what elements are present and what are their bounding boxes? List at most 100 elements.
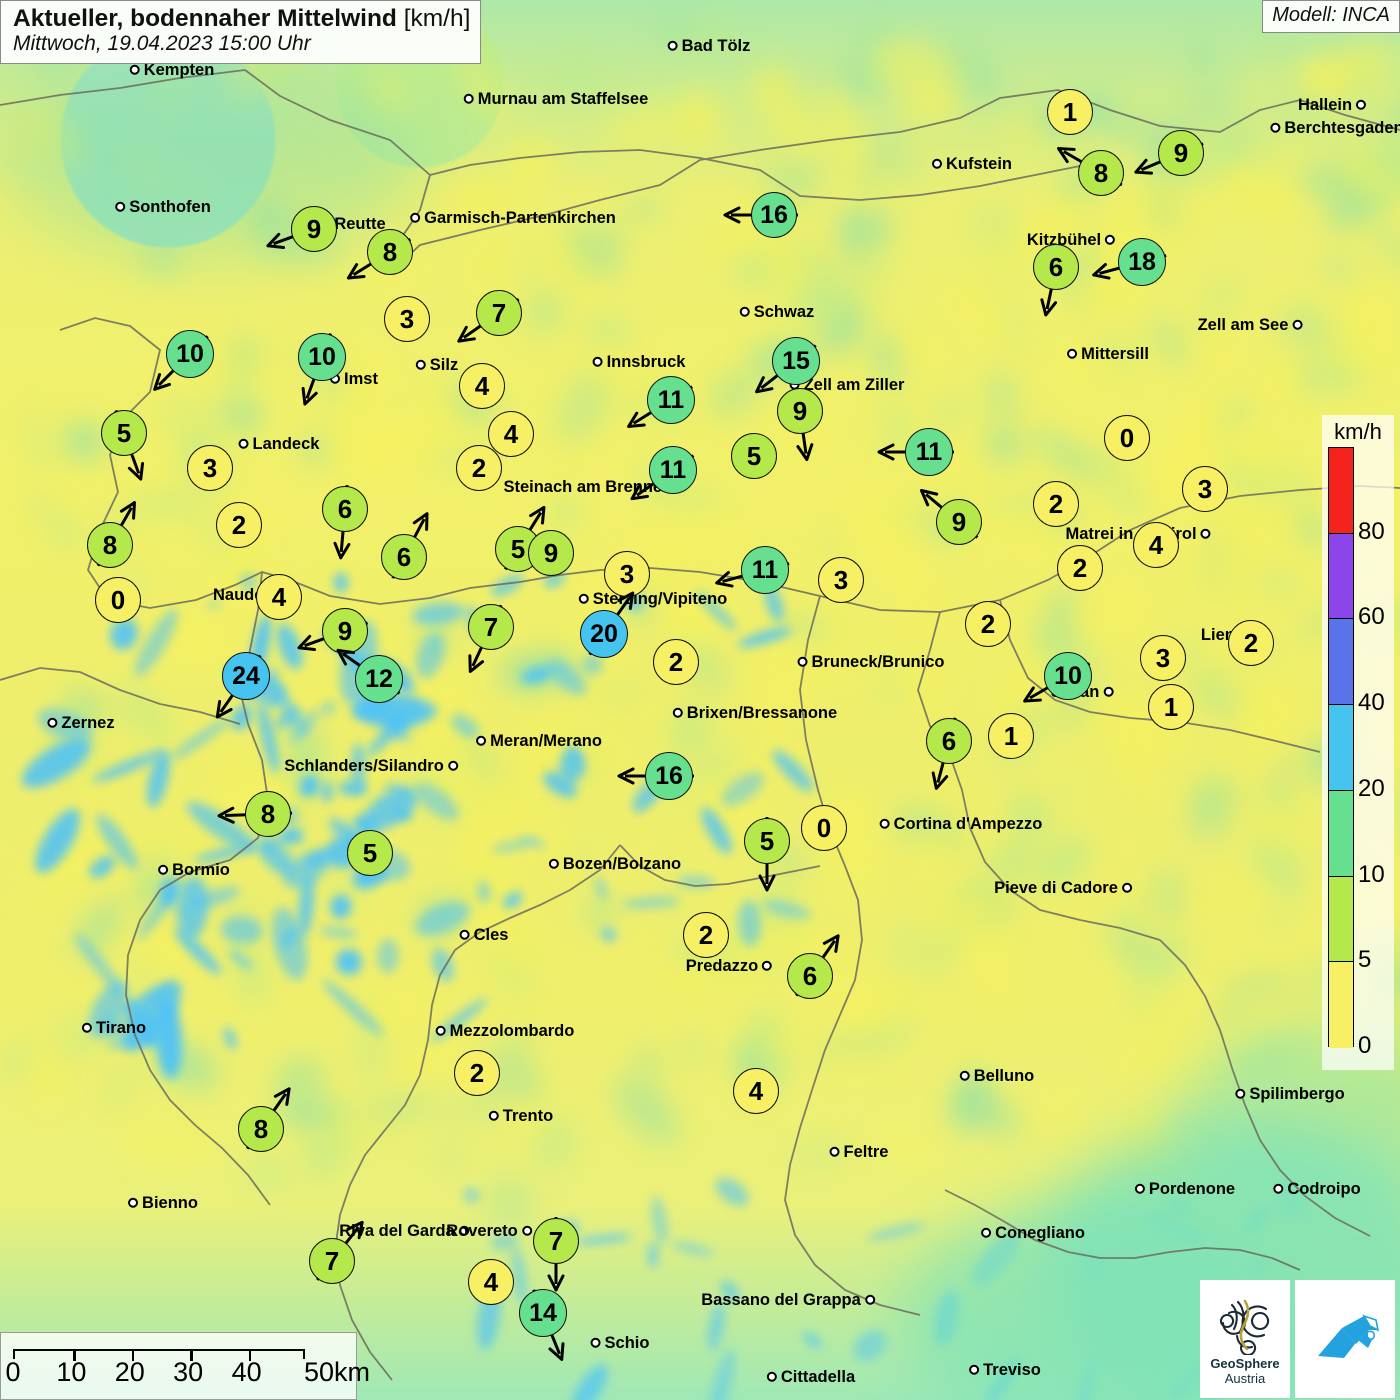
wind-station-marker[interactable]: 24: [215, 652, 270, 719]
wind-station-marker[interactable]: 14: [519, 1289, 567, 1361]
wind-station-marker[interactable]: 4: [459, 363, 505, 409]
scale-bar-line: [13, 1349, 305, 1361]
wind-speed-value: 4: [733, 1068, 779, 1114]
wind-station-marker[interactable]: 9: [777, 387, 823, 462]
wind-station-marker[interactable]: 6: [381, 512, 429, 580]
scale-tick: [73, 1351, 76, 1361]
scale-tick: [131, 1351, 135, 1361]
wind-speed-value: 3: [187, 445, 233, 491]
wind-station-marker[interactable]: 2: [216, 502, 262, 548]
wind-speed-value: 8: [245, 791, 291, 837]
wind-station-marker[interactable]: 10: [298, 332, 346, 406]
wind-station-marker[interactable]: 16: [617, 752, 694, 800]
wind-station-marker[interactable]: 1: [1047, 89, 1093, 135]
wind-station-marker[interactable]: 2: [1033, 481, 1079, 527]
wind-speed-value: 2: [965, 601, 1011, 647]
wind-station-marker[interactable]: 4: [733, 1068, 779, 1114]
page-title: Aktueller, bodennaher Mittelwind [km/h]: [13, 5, 471, 32]
wind-speed-value: 11: [905, 428, 953, 476]
title-subtitle: Mittwoch, 19.04.2023 15:00 Uhr: [13, 32, 311, 56]
wind-station-marker[interactable]: 10: [153, 330, 214, 391]
wind-station-marker[interactable]: 0: [95, 577, 141, 623]
wind-speed-value: 5: [101, 410, 147, 456]
wind-speed-value: 8: [238, 1106, 284, 1152]
wind-station-marker[interactable]: 5: [744, 817, 790, 892]
wind-station-marker[interactable]: 2: [1228, 620, 1274, 666]
colorbar-gradient: [1328, 447, 1354, 1048]
wind-station-marker[interactable]: 12: [336, 648, 403, 703]
wind-speed-value: 16: [751, 192, 797, 238]
wind-station-marker[interactable]: 8: [217, 791, 293, 837]
wind-station-marker[interactable]: 1: [1148, 684, 1194, 730]
wind-station-marker[interactable]: 3: [604, 551, 650, 597]
wind-station-marker[interactable]: 8: [1057, 147, 1124, 196]
wind-station-marker[interactable]: 9: [266, 206, 338, 252]
wind-station-marker[interactable]: 8: [87, 501, 136, 568]
wind-station-marker[interactable]: 7: [533, 1217, 579, 1292]
wind-speed-value: 9: [322, 608, 368, 654]
wind-station-marker[interactable]: 2: [683, 912, 729, 958]
colorbar-segment: [1329, 533, 1353, 620]
wind-station-marker[interactable]: 3: [818, 557, 864, 603]
wind-station-marker[interactable]: 4: [468, 1259, 514, 1305]
wind-speed-value: 0: [95, 577, 141, 623]
wind-station-marker[interactable]: 11: [627, 376, 695, 428]
wind-speed-value: 2: [1057, 545, 1103, 591]
wind-station-marker[interactable]: 8: [238, 1087, 291, 1152]
wind-station-marker[interactable]: 2: [456, 445, 502, 491]
wind-station-marker[interactable]: 10: [1023, 652, 1092, 703]
wind-station-marker[interactable]: 2: [653, 639, 699, 685]
wind-station-marker[interactable]: 7: [457, 290, 522, 343]
wind-speed-value: 6: [1033, 244, 1079, 290]
wind-station-marker[interactable]: 6: [926, 717, 972, 790]
wind-station-marker[interactable]: 3: [1140, 635, 1186, 681]
wind-station-marker[interactable]: 20: [580, 591, 635, 658]
wind-station-marker[interactable]: 9: [919, 489, 982, 545]
wind-station-marker[interactable]: 9: [297, 608, 369, 654]
colorbar-segment: [1329, 448, 1353, 534]
wind-station-marker[interactable]: 7: [309, 1220, 364, 1284]
wind-station-marker[interactable]: 5: [495, 505, 546, 572]
wind-speed-value: 7: [476, 290, 522, 336]
wind-station-marker[interactable]: 9: [1134, 130, 1204, 176]
colorbar-tick-label: 60: [1358, 603, 1385, 631]
wind-station-marker[interactable]: 3: [384, 296, 430, 342]
wind-speed-value: 7: [309, 1238, 355, 1284]
wind-station-marker[interactable]: 11: [877, 428, 954, 476]
wind-station-marker[interactable]: 1: [988, 713, 1034, 759]
wind-station-marker[interactable]: 6: [1033, 243, 1079, 317]
wind-station-marker[interactable]: 5: [731, 433, 777, 479]
wind-station-marker[interactable]: 6: [322, 484, 368, 560]
wind-station-marker[interactable]: 6: [787, 934, 840, 999]
wind-station-marker[interactable]: 4: [256, 574, 302, 620]
colorbar-segment: [1329, 876, 1353, 963]
wind-station-marker[interactable]: 9: [528, 530, 574, 576]
wind-station-marker[interactable]: 18: [1092, 238, 1167, 286]
wind-station-marker[interactable]: 5: [347, 830, 393, 876]
wind-station-marker[interactable]: 11: [715, 546, 790, 594]
colorbar-segment: [1329, 705, 1353, 791]
wind-station-marker[interactable]: 2: [1057, 545, 1103, 591]
wind-speed-value: 10: [1044, 652, 1092, 700]
scale-label: 30: [173, 1357, 204, 1387]
colorbar-tick-label: 0: [1358, 1031, 1372, 1059]
wind-speed-value: 8: [1078, 150, 1124, 196]
wind-speed-value: 7: [468, 604, 514, 650]
wind-station-marker[interactable]: 3: [1182, 466, 1228, 512]
wind-station-marker[interactable]: 16: [723, 192, 798, 238]
wind-station-marker[interactable]: 3: [187, 445, 233, 491]
wind-speed-value: 5: [731, 433, 777, 479]
wind-speed-value: 11: [649, 446, 697, 494]
wind-station-marker[interactable]: 0: [1104, 415, 1150, 461]
wind-station-marker[interactable]: 11: [630, 446, 697, 501]
wind-station-marker[interactable]: 4: [1133, 522, 1179, 568]
wind-station-marker[interactable]: 2: [965, 601, 1011, 647]
wind-station-marker[interactable]: 5: [101, 409, 147, 481]
wind-station-marker[interactable]: 7: [468, 604, 514, 673]
wind-station-marker[interactable]: 4: [488, 411, 534, 457]
wind-station-marker[interactable]: 8: [346, 229, 413, 280]
wind-station-marker[interactable]: 0: [801, 805, 847, 851]
wind-station-marker[interactable]: 15: [755, 337, 820, 394]
wind-station-marker[interactable]: 2: [454, 1050, 500, 1096]
